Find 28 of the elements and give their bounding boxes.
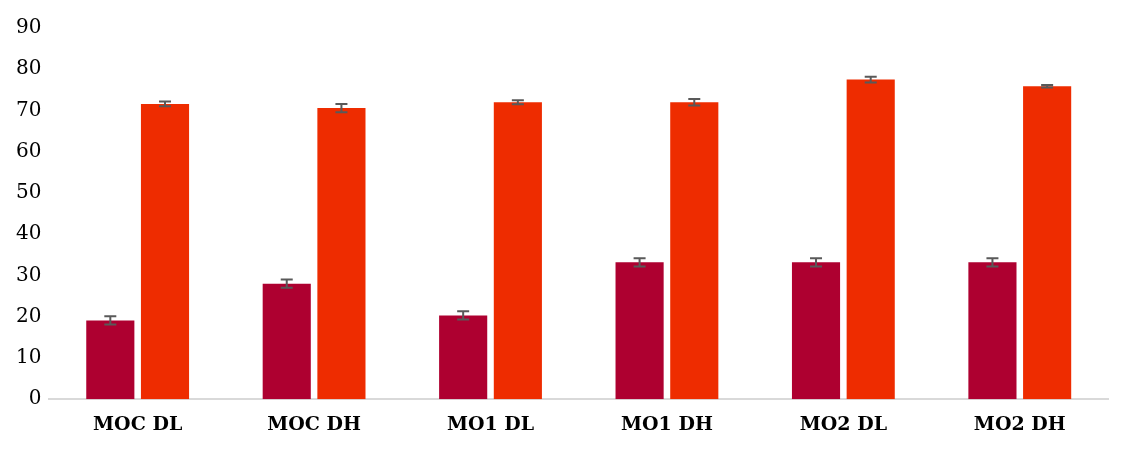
- y-tick-label: 40: [16, 220, 42, 245]
- bar: [1023, 86, 1072, 400]
- bar: [439, 315, 488, 400]
- y-tick-label: 60: [16, 137, 42, 162]
- bar: [86, 320, 135, 400]
- x-tick-label: MOC DH: [267, 411, 362, 434]
- bar: [846, 79, 895, 400]
- bar: [670, 102, 719, 400]
- bar: [493, 102, 542, 400]
- bar: [615, 262, 664, 400]
- y-tick-label: 30: [16, 261, 42, 286]
- bar: [140, 103, 190, 400]
- x-tick-label: MO2 DH: [973, 411, 1066, 434]
- x-tick-label: MO1 DH: [621, 411, 713, 434]
- y-tick-label: 20: [16, 302, 42, 327]
- bar: [791, 262, 841, 400]
- y-tick-label: 90: [16, 14, 42, 39]
- x-tick-label: MOC DL: [93, 411, 183, 434]
- bar: [262, 283, 311, 400]
- x-tick-label: MO1 DL: [446, 411, 535, 434]
- y-tick-label: 50: [16, 179, 42, 204]
- bar: [317, 108, 366, 400]
- bar: [968, 262, 1017, 400]
- y-tick-label: 10: [16, 344, 42, 369]
- y-tick-label: 80: [16, 55, 42, 80]
- x-tick-label: MO2 DL: [799, 411, 887, 434]
- y-tick-label: 70: [16, 96, 42, 121]
- y-tick-label: 0: [28, 385, 42, 410]
